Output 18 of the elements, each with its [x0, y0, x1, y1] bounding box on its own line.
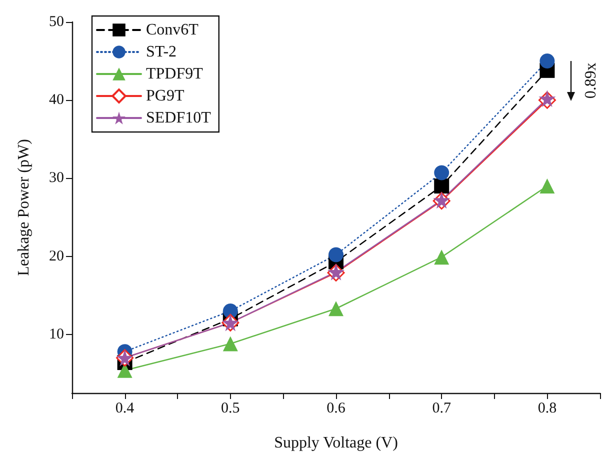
x-tick-label: 0.5 — [221, 400, 240, 416]
x-axis-title: Supply Voltage (V) — [274, 434, 398, 452]
legend-label: TPDF9T — [146, 66, 204, 82]
legend-label: SEDF10T — [146, 110, 212, 126]
x-tick-label: 0.7 — [432, 400, 452, 416]
y-tick-label: 40 — [49, 92, 64, 108]
y-tick-label: 50 — [49, 14, 64, 30]
annotation: 0.89x — [582, 62, 600, 99]
y-axis-title: Leakage Power (pW) — [16, 139, 32, 276]
y-tick-label: 30 — [49, 170, 64, 186]
x-tick-label: 0.8 — [538, 400, 557, 416]
y-tick-label: 10 — [49, 326, 64, 342]
x-tick-label: 0.6 — [326, 400, 346, 416]
legend-label: ST-2 — [146, 44, 177, 60]
x-tick-label: 0.4 — [115, 400, 135, 416]
legend-label: PG9T — [146, 88, 184, 104]
y-tick-label: 20 — [49, 248, 64, 264]
legend-label: Conv6T — [146, 22, 199, 38]
